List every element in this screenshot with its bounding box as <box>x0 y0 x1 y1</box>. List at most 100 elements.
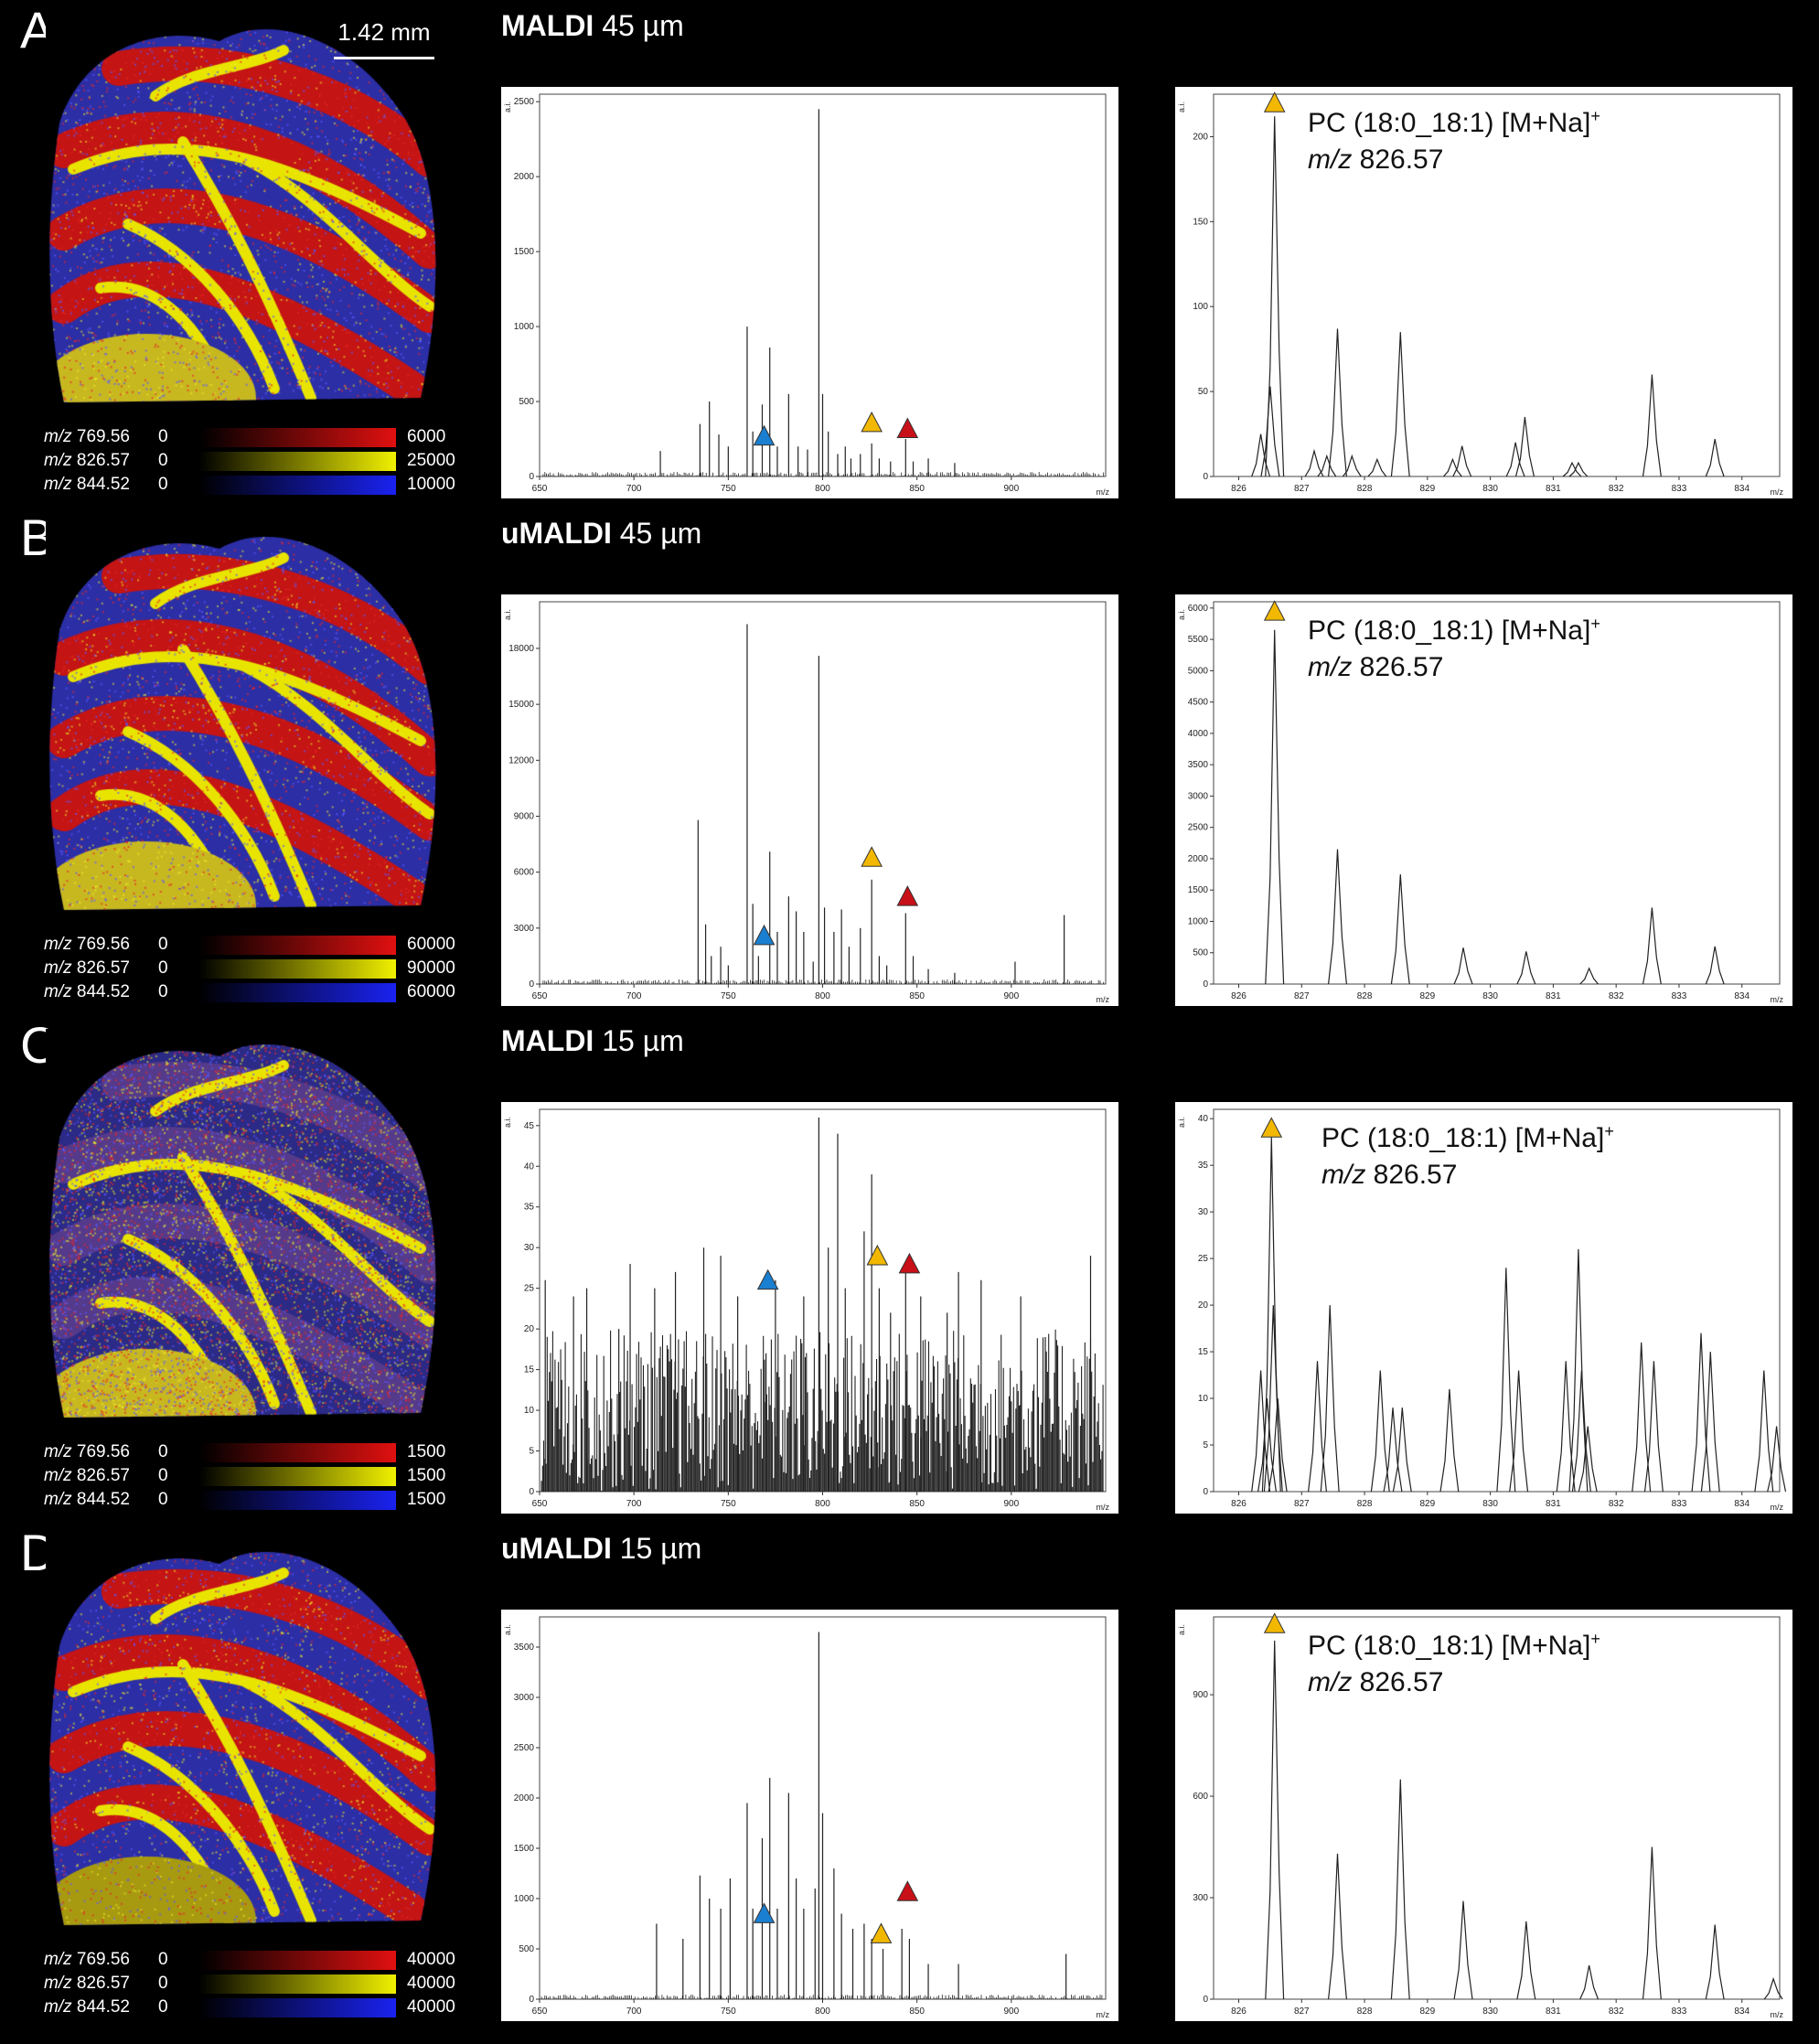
peak <box>1642 907 1662 985</box>
peak <box>1514 416 1535 477</box>
y-tick-label: 500 <box>519 397 534 407</box>
x-tick-label: 831 <box>1546 484 1561 494</box>
legend-mz-prefix: m/z <box>44 1490 72 1509</box>
full-spectrum-chart: 0 500 1000 1500 2000 2500 650 700 750 800 850 900 m/… <box>501 87 1118 498</box>
marker-triangle <box>896 885 919 906</box>
peak <box>1509 1370 1529 1493</box>
pc-mz: m/z 826.57 <box>1308 144 1444 175</box>
peak <box>1642 374 1662 477</box>
legend-mz-prefix: m/z <box>44 982 72 1001</box>
legend-max: 40000 <box>407 1974 455 1993</box>
legend-min: 0 <box>158 1950 168 1969</box>
x-tick-label: 831 <box>1546 1499 1561 1509</box>
x-axis-label: m/z <box>1097 2010 1110 2019</box>
x-tick-label: 829 <box>1420 484 1436 494</box>
y-tick-label: 20 <box>1198 1300 1209 1311</box>
y-tick-label: 3000 <box>514 1693 535 1703</box>
y-tick-label: 3000 <box>514 924 535 934</box>
x-tick-label: 750 <box>721 1499 736 1509</box>
legend-max: 6000 <box>407 427 446 446</box>
pc-name: PC (18:0_18:1) [M+Na]+ <box>1308 615 1600 646</box>
legend-mz-label: m/z 826.57 <box>44 1974 131 1993</box>
y-tick-label: 0 <box>1203 1487 1208 1497</box>
x-tick-label: 830 <box>1482 484 1498 494</box>
legend-mz-prefix: m/z <box>44 1974 72 1993</box>
panel-method: uMALDI <box>501 517 612 550</box>
y-tick-label: 2500 <box>514 97 535 107</box>
y-tick-label: 500 <box>1193 948 1208 958</box>
full-spectrum-chart: 0 3000 6000 9000 12000 15000 18000 650 700 750 800… <box>501 594 1118 1006</box>
legend-row: m/z 826.57 0 90000 <box>44 957 455 980</box>
peak <box>1642 1846 1662 2000</box>
pc-mz: m/z 826.57 <box>1308 652 1444 682</box>
y-tick-label: 0 <box>1203 472 1208 482</box>
full-spectrum-chart-svg: 0 5 10 15 20 25 30 35 40 45 650 700 750 800 850 900 m/z a… <box>503 1108 1110 1512</box>
legend-color-bar <box>199 476 396 495</box>
y-tick-label: 1500 <box>514 247 535 257</box>
legend-mz-label: m/z 844.52 <box>44 982 131 1001</box>
x-tick-label: 650 <box>532 484 548 494</box>
peak <box>1268 1397 1288 1493</box>
peak <box>1257 1397 1277 1493</box>
x-axis-label: m/z <box>1771 2010 1784 2019</box>
panel-method: MALDI <box>501 1024 594 1057</box>
pc-name: PC (18:0_18:1) [M+Na]+ <box>1321 1122 1614 1153</box>
legend-max: 60000 <box>407 982 455 1001</box>
peak <box>1453 947 1473 985</box>
x-axis-label: m/z <box>1097 1503 1110 1512</box>
y-tick-label: 1500 <box>514 1844 535 1854</box>
x-tick-label: 834 <box>1734 2007 1749 2017</box>
marker-triangle <box>1263 91 1286 112</box>
full-spectrum-chart: 0 500 1000 1500 2000 2500 3000 3500 650 700 750 800… <box>501 1610 1118 2021</box>
y-tick-label: 25 <box>524 1284 535 1294</box>
x-tick-label: 700 <box>626 991 642 1001</box>
x-tick-label: 750 <box>721 484 736 494</box>
panel-method: MALDI <box>501 9 594 42</box>
pc-name: PC (18:0_18:1) [M+Na]+ <box>1308 1630 1600 1661</box>
y-tick-label: 1500 <box>1188 885 1209 895</box>
x-tick-label: 826 <box>1231 991 1247 1001</box>
legend-max: 1500 <box>407 1442 446 1461</box>
scale-bar-label: 1.42 mm <box>337 18 431 46</box>
legend-max: 40000 <box>407 1950 455 1969</box>
y-tick-label: 0 <box>529 472 534 482</box>
brain-ion-image <box>46 521 439 915</box>
x-tick-label: 850 <box>909 2007 925 2017</box>
legend-color-bar <box>199 1998 396 2017</box>
x-tick-label: 827 <box>1294 484 1310 494</box>
marker-triangle <box>753 1902 776 1923</box>
panel-resolution: 15 µm <box>602 1024 684 1057</box>
y-axis-label: a.i. <box>1177 609 1186 620</box>
y-axis-label: a.i. <box>1177 1117 1186 1128</box>
peak <box>1705 946 1725 985</box>
marker-triangle <box>1260 1117 1283 1138</box>
marker-triangle <box>866 1245 889 1266</box>
peak <box>1516 951 1536 985</box>
legend-min: 0 <box>158 475 168 494</box>
x-tick-label: 830 <box>1482 991 1498 1001</box>
legend-max: 90000 <box>407 958 455 978</box>
marker-triangle <box>1263 600 1286 621</box>
x-tick-label: 800 <box>815 1499 830 1509</box>
x-tick-label: 830 <box>1482 1499 1498 1509</box>
pc-charge: + <box>1604 1122 1614 1140</box>
legend-color-bar <box>199 452 396 471</box>
marker-triangle <box>753 924 776 946</box>
noise-trace <box>540 1329 1104 1492</box>
y-tick-label: 35 <box>1198 1161 1209 1171</box>
x-tick-label: 828 <box>1357 2007 1373 2017</box>
y-tick-label: 5000 <box>1188 666 1209 676</box>
y-tick-label: 4000 <box>1188 729 1209 739</box>
y-tick-label: 20 <box>524 1324 535 1334</box>
y-tick-label: 500 <box>519 1944 534 1954</box>
marker-triangle <box>898 1252 921 1274</box>
legend-mz-prefix: m/z <box>44 475 72 494</box>
y-tick-label: 1000 <box>514 1894 535 1904</box>
peak <box>1320 1305 1340 1493</box>
y-tick-label: 9000 <box>514 811 535 821</box>
legend-min: 0 <box>158 427 168 446</box>
y-tick-label: 12000 <box>508 755 534 765</box>
x-axis-label: m/z <box>1097 995 1110 1004</box>
y-tick-label: 30 <box>524 1243 535 1253</box>
y-tick-label: 35 <box>524 1203 535 1213</box>
